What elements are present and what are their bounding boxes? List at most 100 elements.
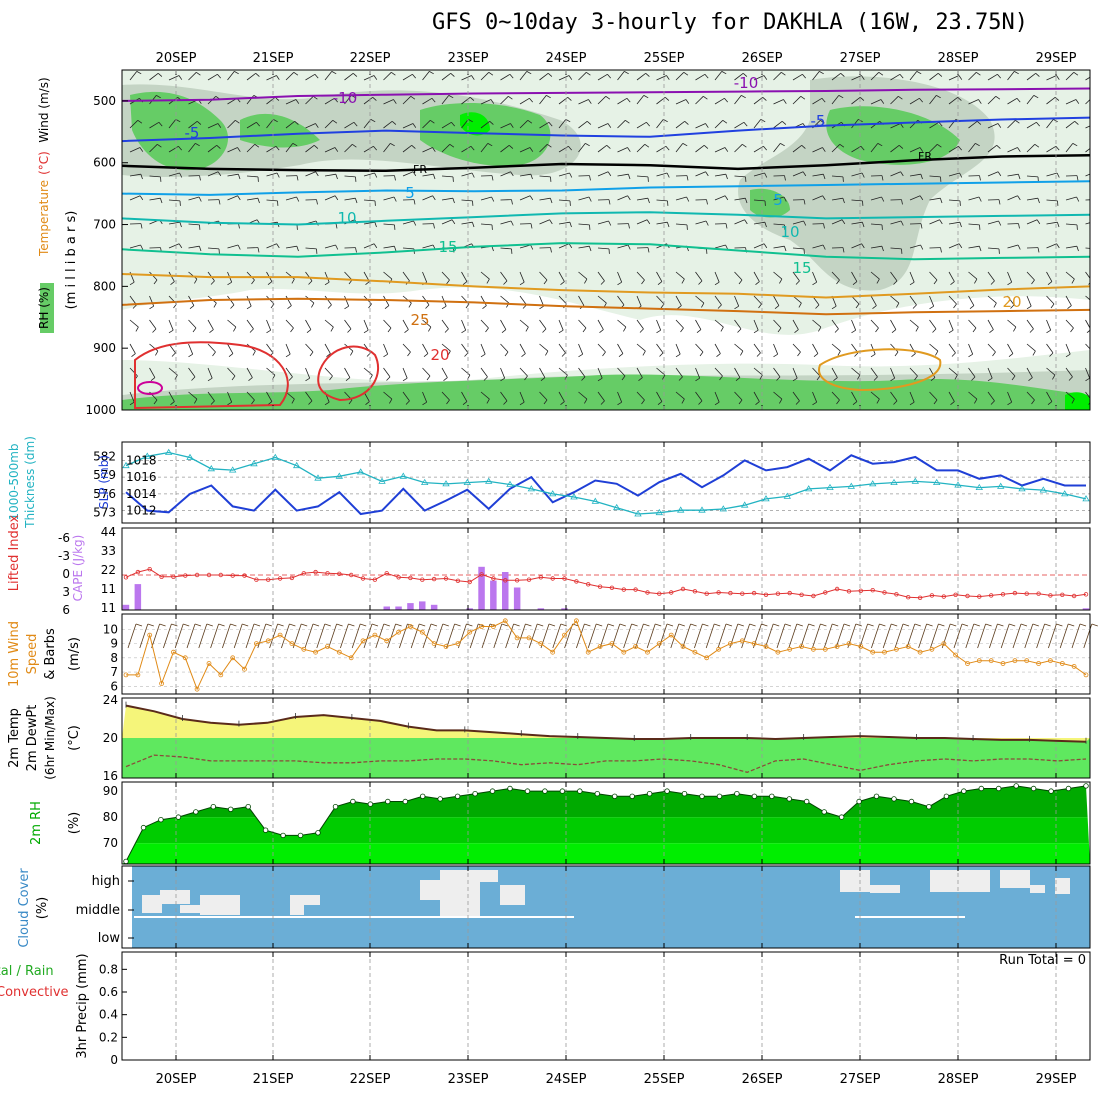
wind-barb-flag <box>452 198 455 204</box>
isotherm-line--5 <box>122 116 1090 143</box>
wind-barb-flag <box>755 281 760 286</box>
warm-contour-2 <box>317 345 380 402</box>
wind10-barb-flag <box>655 623 662 627</box>
date-label-top: 23SEP <box>448 51 489 66</box>
wind-barb <box>948 75 960 81</box>
wind-barb-flag <box>696 329 702 334</box>
wind10-barb-flag <box>808 623 815 627</box>
wind10-speed-marker <box>965 661 970 666</box>
wind-barb-flag <box>1086 329 1090 334</box>
wind-barb <box>578 196 590 201</box>
wind10-speed-marker <box>443 644 449 649</box>
wind-barb-flag <box>698 280 703 285</box>
wind-barb-flag <box>764 172 768 178</box>
wind-barb-flag <box>527 119 533 124</box>
precip-ytick-label: 0.8 <box>99 962 118 976</box>
wind-barb-flag <box>776 376 781 381</box>
wind10-barb-flag <box>183 623 190 627</box>
wind-barb-flag <box>1029 328 1034 333</box>
wind10-barb <box>1059 623 1069 649</box>
slp-panel-frame <box>121 441 1091 524</box>
lifted-index-marker <box>538 575 543 580</box>
cape-ytick-label: 11 <box>101 582 116 596</box>
wind-barb <box>987 73 998 81</box>
wind-barb-flag <box>550 247 552 253</box>
wind-barb-flag <box>490 99 495 104</box>
wind-barb <box>402 247 415 250</box>
wind-barb-flag <box>352 73 358 77</box>
lifted-index-marker <box>550 576 555 581</box>
wind10-barb <box>481 623 491 649</box>
wind-barb-flag <box>422 401 427 406</box>
wind-barb-flag <box>228 353 234 358</box>
wind-barb <box>578 271 588 280</box>
wind-barb <box>656 119 664 129</box>
wind-barb-flag <box>899 74 904 79</box>
wind-barb <box>753 271 760 282</box>
wind-barb-flag <box>842 247 845 253</box>
lifted-index-marker <box>266 577 271 582</box>
thickness-marker <box>356 468 365 475</box>
wind-barb <box>870 72 880 81</box>
thickness-marker <box>271 453 280 460</box>
wind-barb <box>129 343 136 354</box>
wind-barb-flag <box>270 303 275 309</box>
wind-barb <box>207 343 216 353</box>
wind-barb <box>441 72 451 81</box>
wind-barb-flag <box>1096 124 1099 128</box>
wind-barb-flag <box>331 71 337 75</box>
cloud-ytick-label: low <box>98 931 121 946</box>
wind-barb-flag <box>1076 175 1079 181</box>
wind-barb <box>188 72 197 81</box>
wind-barb <box>675 223 688 226</box>
wind-barb-flag <box>675 353 681 358</box>
wind-barb-flag <box>872 305 877 310</box>
wind-barb-flag <box>818 326 822 332</box>
isotherm-line-0 <box>122 154 1090 173</box>
wind-barb <box>968 72 977 81</box>
date-label-top: 29SEP <box>1036 51 1077 66</box>
wind-barb-flag <box>334 98 339 103</box>
wind-barb <box>344 144 353 153</box>
lifted-index-marker <box>858 588 863 593</box>
wind-barb-flag <box>1093 96 1097 99</box>
wind-barb <box>168 243 180 249</box>
wind-barb <box>383 245 395 249</box>
wind10-speed-line <box>126 619 1087 691</box>
wind-barb <box>285 196 297 201</box>
wind-barb-flag <box>355 247 357 253</box>
wind10-barb <box>1000 623 1010 649</box>
rh-green-2 <box>240 113 320 148</box>
cloud-patch <box>870 885 900 893</box>
wind-barb-flag <box>276 75 280 80</box>
wind-barb-flag <box>880 99 885 104</box>
wind-barb <box>831 72 841 81</box>
wind-barb <box>812 343 819 354</box>
wind10-speed-marker <box>194 686 200 692</box>
wind-barb-flag <box>207 377 213 382</box>
upper-ytick-label: 700 <box>93 218 116 232</box>
wind-barb <box>402 144 412 153</box>
wind-barb <box>1046 243 1057 249</box>
wind10-speed-marker <box>585 649 591 655</box>
isotherm-label: 20 <box>1002 293 1021 311</box>
wind-barb-flag <box>685 99 690 104</box>
wind-barb <box>1007 391 1013 403</box>
wind-barb-flag <box>819 71 824 75</box>
upper-ytick-label: 1000 <box>85 403 116 417</box>
isotherm-label: -5 <box>811 112 826 130</box>
wind-barb <box>422 367 431 377</box>
wind-barb-flag <box>1031 279 1035 285</box>
wind-barb-flag <box>909 281 915 286</box>
wind10-barb <box>965 623 975 649</box>
date-label-bottom: 24SEP <box>546 1072 587 1087</box>
wind-barb <box>519 97 530 105</box>
rh2m-marker <box>472 791 478 797</box>
wind-barb <box>968 120 978 129</box>
wind-barb-flag <box>1036 122 1041 127</box>
rh2m-marker <box>1030 785 1037 792</box>
wind-barb-flag <box>210 280 215 285</box>
wind-barb <box>597 144 607 153</box>
wind10-speed-marker <box>336 649 342 655</box>
wind-barb <box>129 367 138 377</box>
